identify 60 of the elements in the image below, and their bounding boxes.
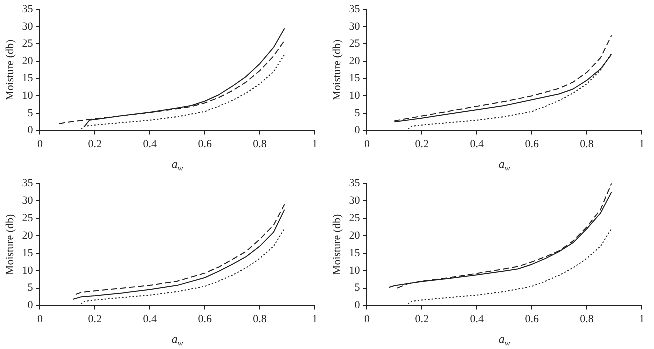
y-tick-label: 30 <box>349 194 361 207</box>
x-tick-label: 0.4 <box>143 313 158 326</box>
y-axis-title: Moisture (db) <box>4 39 16 101</box>
x-tick-label: 1 <box>639 138 645 150</box>
y-tick-label: 0 <box>28 124 34 137</box>
y-tick-label: 15 <box>349 72 361 85</box>
y-tick-label: 35 <box>349 3 361 16</box>
x-tick-label: 0.6 <box>525 138 540 150</box>
y-tick-label: 5 <box>28 107 34 120</box>
y-tick-label: 25 <box>349 38 361 50</box>
y-tick-label: 0 <box>354 300 361 312</box>
y-tick-label: 25 <box>22 212 34 224</box>
y-tick-label: 5 <box>28 282 34 294</box>
y-tick-label: 30 <box>349 20 361 33</box>
y-axis-title: Moisture (db) <box>331 214 344 276</box>
y-tick-label: 5 <box>354 282 361 294</box>
y-tick-label: 10 <box>349 90 361 102</box>
x-tick-label: 0.8 <box>253 313 268 326</box>
x-tick-label: 0.4 <box>470 313 484 326</box>
y-tick-label: 20 <box>22 230 34 242</box>
y-tick-label: 10 <box>22 264 34 277</box>
x-tick-label: 0.8 <box>580 138 594 150</box>
x-tick-label: 0.2 <box>88 138 102 150</box>
y-tick-label: 0 <box>354 124 361 137</box>
y-tick-label: 0 <box>28 300 34 312</box>
y-tick-label: 20 <box>349 230 361 242</box>
x-tick-label: 0 <box>37 138 44 150</box>
x-tick-label: 0 <box>37 313 44 326</box>
y-tick-label: 35 <box>349 177 361 190</box>
y-tick-label: 30 <box>22 194 34 207</box>
y-tick-label: 15 <box>349 247 361 260</box>
x-tick-label: 0.6 <box>198 138 212 150</box>
x-tick-label: 0 <box>364 138 370 150</box>
y-tick-label: 35 <box>22 3 34 16</box>
x-tick-label: 0.2 <box>415 138 430 150</box>
y-tick-label: 25 <box>349 212 361 224</box>
y-tick-label: 5 <box>354 107 361 120</box>
x-tick-label: 0 <box>364 313 370 326</box>
x-tick-label: 1 <box>639 313 645 326</box>
y-axis-title: Moisture (db) <box>4 214 16 276</box>
x-tick-label: 0.2 <box>415 313 430 326</box>
x-tick-label: 0.4 <box>143 138 158 150</box>
y-tick-label: 20 <box>349 55 361 68</box>
x-tick-label: 0.4 <box>470 138 484 150</box>
y-tick-label: 15 <box>22 247 34 260</box>
x-tick-label: 0.8 <box>253 138 268 150</box>
x-tick-label: 1 <box>312 138 318 150</box>
x-tick-label: 0.2 <box>88 313 102 326</box>
y-tick-label: 35 <box>22 177 34 190</box>
y-tick-label: 30 <box>22 20 34 33</box>
x-tick-label: 0.6 <box>525 313 540 326</box>
y-tick-label: 20 <box>22 55 34 68</box>
y-tick-label: 15 <box>22 72 34 85</box>
y-axis-title: Moisture (db) <box>331 39 344 101</box>
x-tick-label: 1 <box>312 313 318 326</box>
x-tick-label: 0.6 <box>198 313 212 326</box>
x-tick-label: 0.8 <box>580 313 594 326</box>
y-tick-label: 10 <box>349 264 361 277</box>
y-tick-label: 10 <box>22 90 34 102</box>
y-tick-label: 25 <box>22 38 34 50</box>
